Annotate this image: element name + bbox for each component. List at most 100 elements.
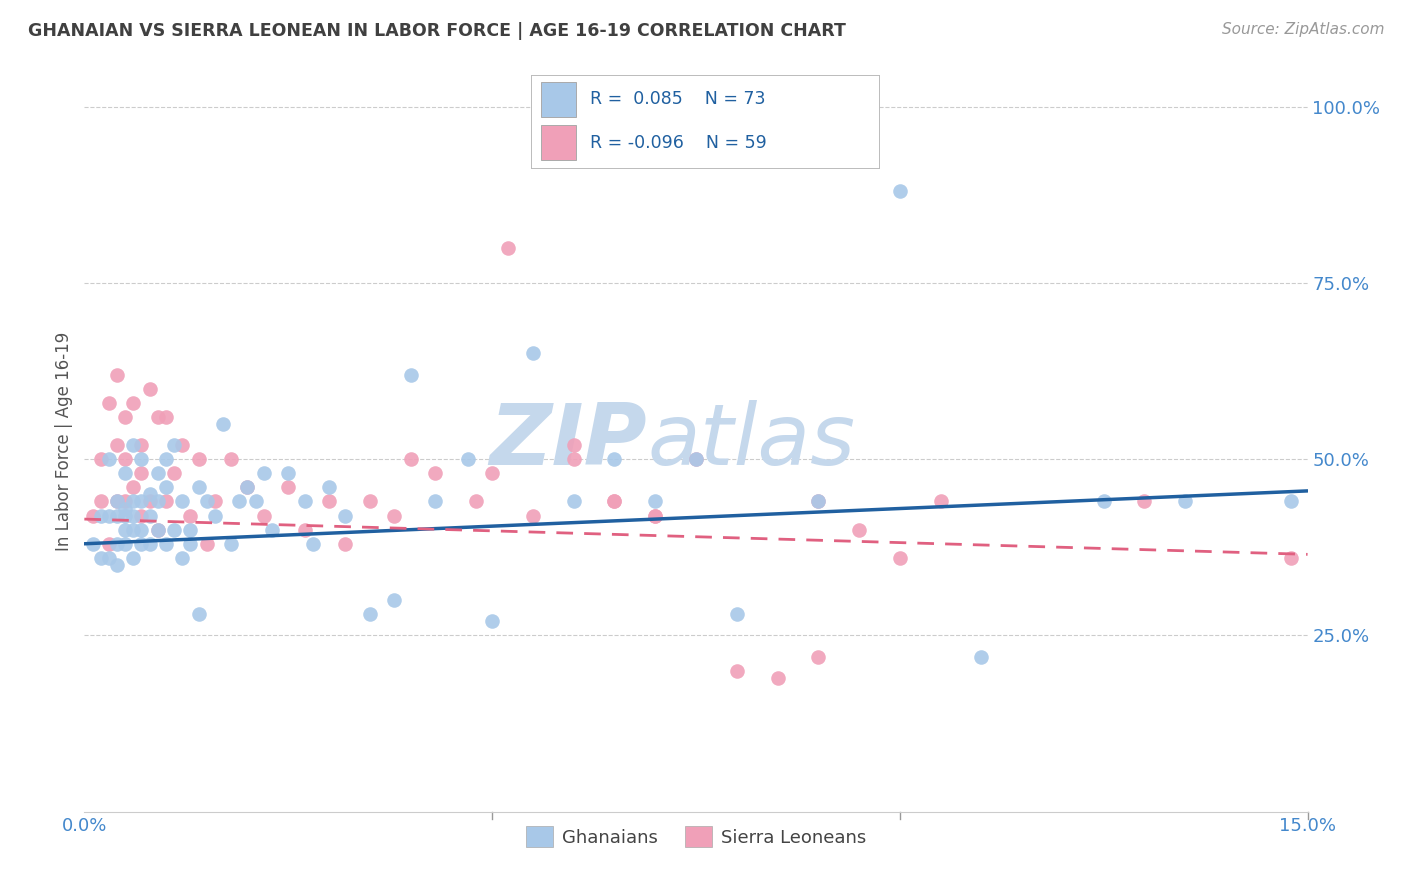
Point [114,508,136,523]
Point [457,452,479,467]
Point [277,467,299,481]
Point [562,438,585,452]
Point [155,494,177,508]
Point [423,467,446,481]
Point [122,523,145,537]
Point [644,494,666,508]
Point [82,537,104,551]
Point [245,494,267,508]
Point [187,452,209,467]
Point [644,508,666,523]
Text: atlas: atlas [647,400,855,483]
Point [131,508,153,523]
Point [228,494,250,508]
Point [90,494,112,508]
Point [195,494,218,508]
Point [138,382,160,396]
Point [807,494,830,508]
Point [294,523,316,537]
Point [146,409,169,424]
Point [929,494,952,508]
Point [187,480,209,494]
Point [204,494,226,508]
Point [603,452,626,467]
Point [277,480,299,494]
Y-axis label: In Labor Force | Age 16-19: In Labor Force | Age 16-19 [55,332,73,551]
Point [970,649,993,664]
Point [105,537,128,551]
Point [889,184,911,198]
Point [122,494,145,508]
Point [335,537,357,551]
Point [603,494,626,508]
Point [122,508,145,523]
Point [399,368,422,382]
Point [219,537,242,551]
Point [138,487,160,501]
Point [179,508,201,523]
Point [114,501,136,516]
Point [163,523,186,537]
Point [1279,550,1302,565]
Point [382,593,405,607]
Point [1092,494,1115,508]
Point [301,537,323,551]
Point [105,508,128,523]
Point [172,550,194,565]
Point [105,558,128,572]
Point [82,508,104,523]
Point [114,452,136,467]
Point [105,494,128,508]
Point [97,550,120,565]
Point [562,494,585,508]
Point [155,409,177,424]
Point [522,346,544,360]
Point [1133,494,1156,508]
Point [1279,494,1302,508]
Point [122,480,145,494]
Point [97,452,120,467]
Point [260,523,283,537]
Point [236,480,259,494]
Point [122,550,145,565]
Point [179,523,201,537]
Point [187,607,209,622]
Point [889,550,911,565]
Point [138,508,160,523]
Point [359,607,381,622]
Point [90,452,112,467]
Point [685,452,707,467]
Point [155,537,177,551]
Point [359,494,381,508]
Point [146,523,169,537]
Point [807,649,830,664]
Point [685,452,707,467]
Point [122,396,145,410]
Point [195,537,218,551]
Point [163,467,186,481]
Point [114,409,136,424]
Point [131,537,153,551]
Point [97,396,120,410]
Point [481,615,503,629]
Point [163,438,186,452]
Point [114,537,136,551]
Point [848,523,870,537]
Point [131,467,153,481]
Point [294,494,316,508]
Point [131,523,153,537]
Point [212,417,235,431]
Point [522,508,544,523]
Point [236,480,259,494]
Point [725,607,748,622]
Point [172,494,194,508]
Point [807,494,830,508]
Point [498,241,520,255]
Point [219,452,242,467]
Point [253,508,276,523]
Point [603,494,626,508]
Point [1174,494,1197,508]
Point [97,537,120,551]
Point [90,508,112,523]
Point [318,480,340,494]
